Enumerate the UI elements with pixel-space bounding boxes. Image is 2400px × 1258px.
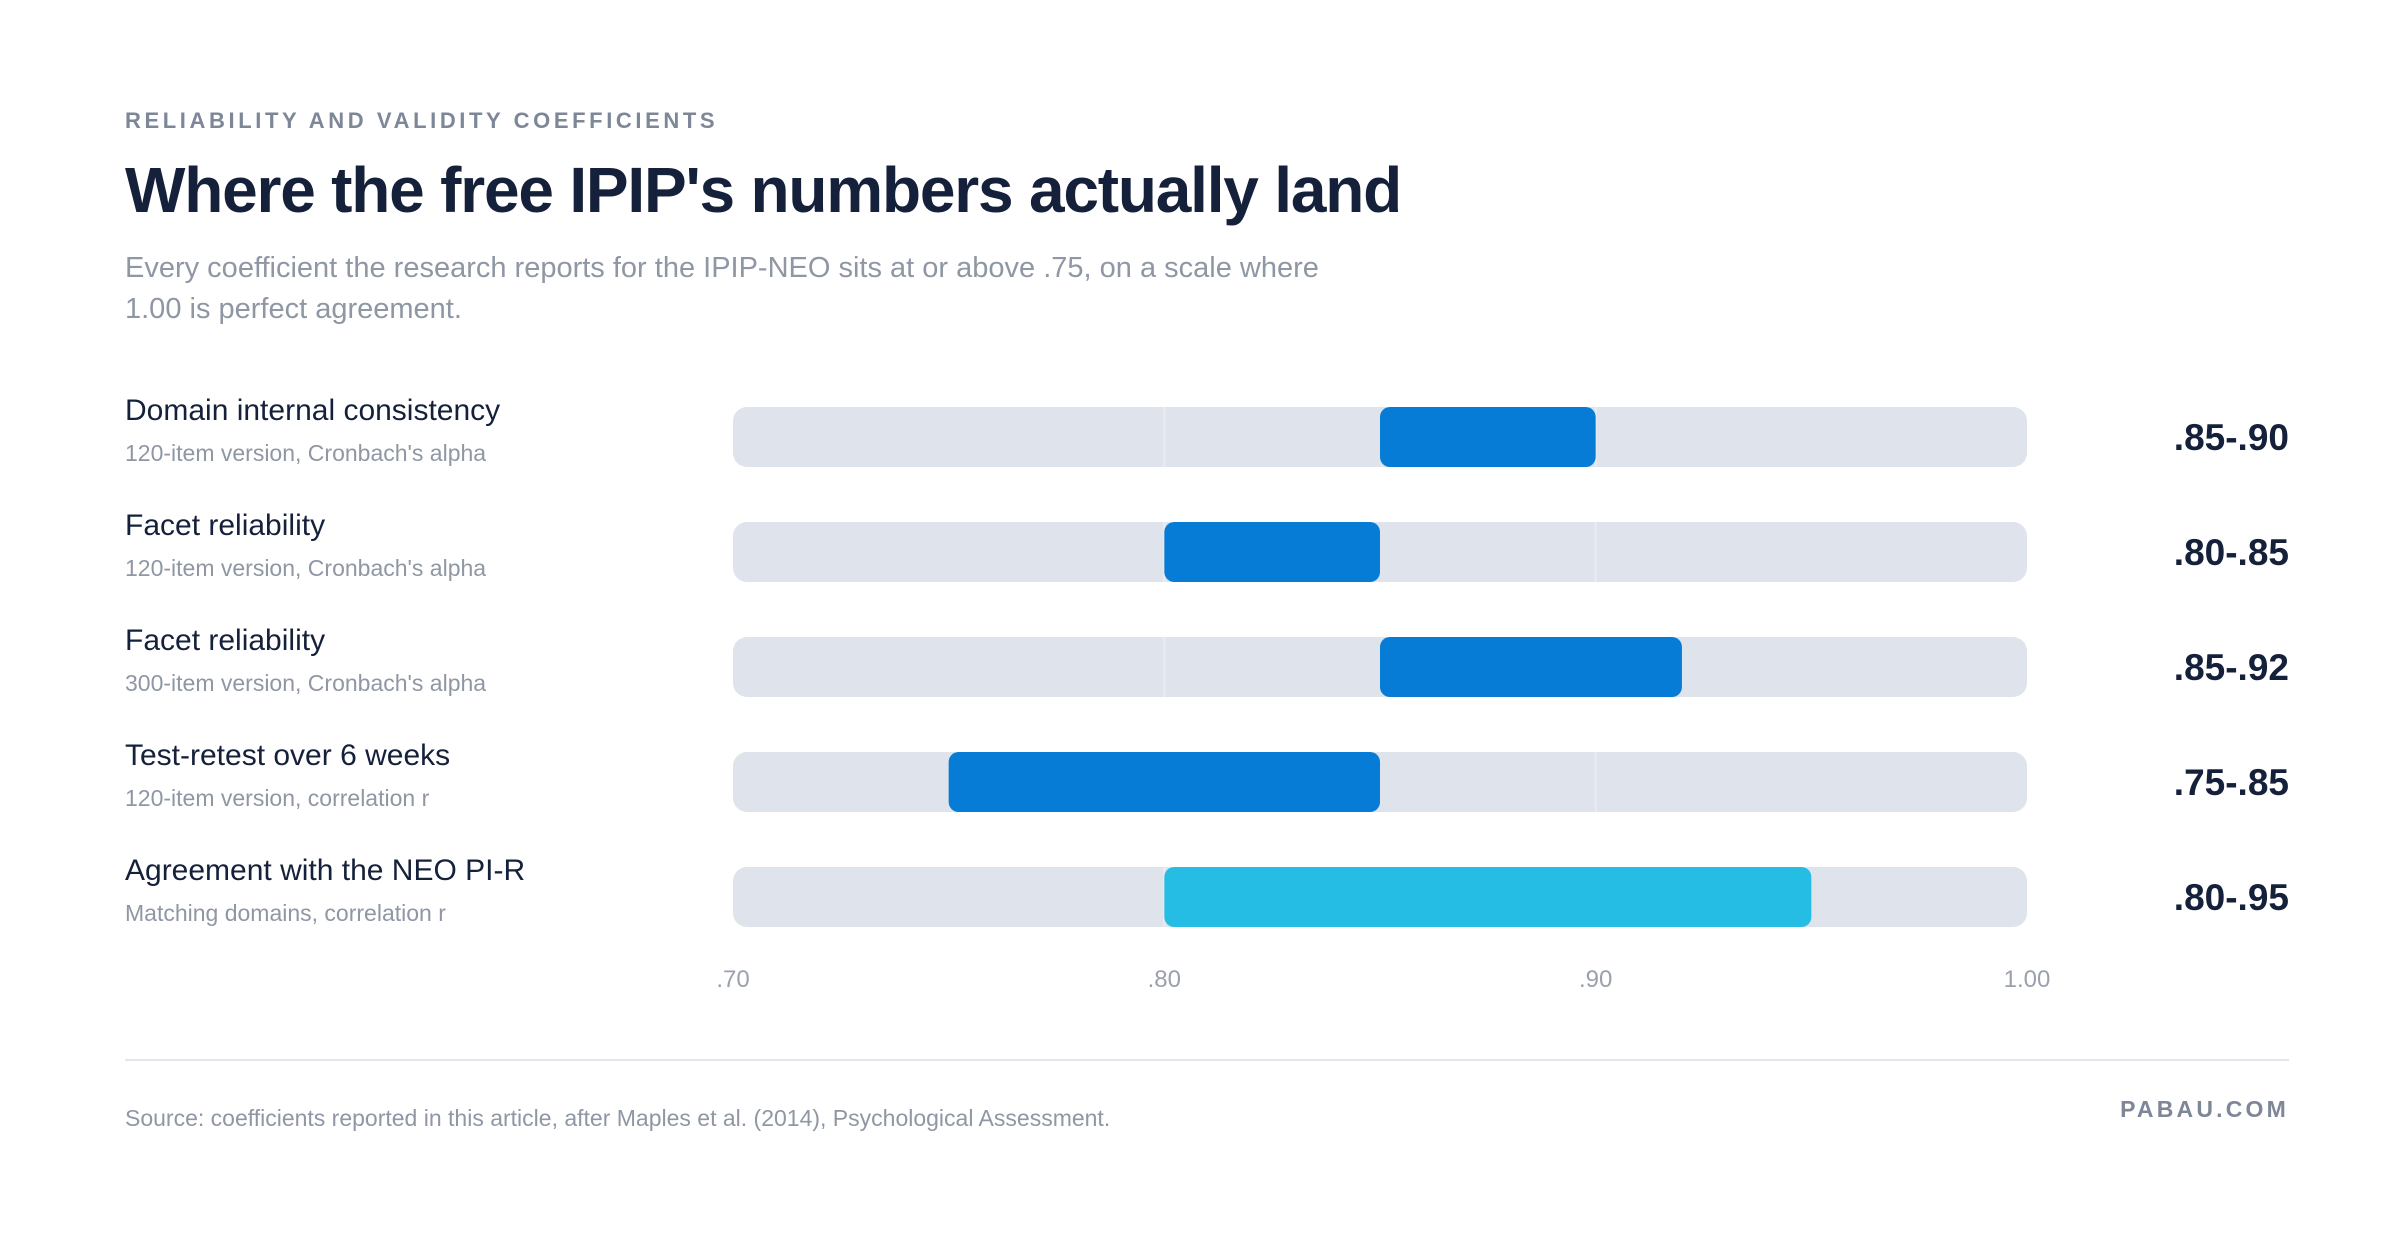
row-sublabel: 120-item version, correlation r: [125, 785, 430, 811]
x-tick-label: .90: [1579, 966, 1612, 993]
x-tick-label: 1.00: [2004, 966, 2051, 993]
range-bar: [1164, 867, 1812, 927]
range-bar: [1380, 637, 1682, 697]
row-sublabel: Matching domains, correlation r: [125, 900, 446, 926]
footer-divider: [125, 1059, 2289, 1061]
row-sublabel: 120-item version, Cronbach's alpha: [125, 440, 486, 466]
chart-title: Where the free IPIP's numbers actually l…: [125, 154, 1402, 226]
range-value-label: .80-.85: [2174, 532, 2289, 573]
row-label: Facet reliability: [125, 624, 325, 657]
range-value-label: .85-.90: [2174, 417, 2289, 458]
row-label: Test-retest over 6 weeks: [125, 739, 450, 772]
x-tick-label: .70: [716, 966, 749, 993]
row-label: Agreement with the NEO PI-R: [125, 854, 525, 887]
x-tick-label: .80: [1148, 966, 1181, 993]
range-bar: [948, 752, 1380, 812]
range-bar: [1164, 522, 1380, 582]
range-value-label: .75-.85: [2174, 762, 2289, 803]
row-label: Facet reliability: [125, 509, 325, 542]
range-value-label: .80-.95: [2174, 877, 2289, 918]
range-bar: [1380, 407, 1596, 467]
row-sublabel: 300-item version, Cronbach's alpha: [125, 670, 486, 696]
eyebrow: RELIABILITY AND VALIDITY COEFFICIENTS: [125, 108, 719, 133]
row-label: Domain internal consistency: [125, 394, 500, 427]
row-sublabel: 120-item version, Cronbach's alpha: [125, 555, 486, 581]
chart-subtitle: Every coefficient the research reports f…: [125, 252, 1319, 325]
brand-logo: PABAU.COM: [2120, 1096, 2289, 1122]
source-note: Source: coefficients reported in this ar…: [125, 1105, 1111, 1131]
range-chart: Domain internal consistency 120-item vers…: [125, 394, 2289, 993]
range-value-label: .85-.92: [2174, 647, 2289, 688]
